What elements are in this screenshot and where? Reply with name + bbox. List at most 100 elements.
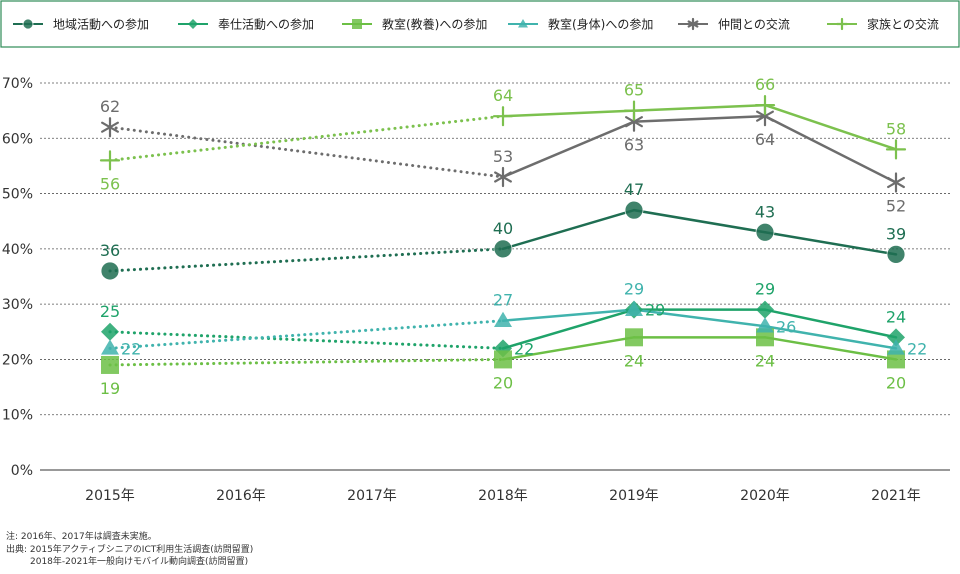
data-label: 39 bbox=[886, 224, 906, 243]
data-point bbox=[756, 328, 774, 347]
series-dotted-segment bbox=[108, 319, 505, 350]
legend-label: 仲間との交流 bbox=[718, 17, 790, 32]
data-point bbox=[100, 261, 120, 281]
legend-marker-stroke bbox=[687, 20, 699, 28]
y-tick-label: 60% bbox=[2, 131, 33, 147]
legend-marker bbox=[188, 19, 198, 29]
legend-label: 教室(身体)への参加 bbox=[548, 17, 653, 32]
y-axis: 0% 10% 20% 30% 40% 50% 60% 70% bbox=[2, 76, 33, 479]
series-dotted-segment bbox=[108, 125, 505, 179]
data-point-stroke bbox=[494, 171, 512, 183]
note-line-3: 2018年-2021年一般向けモバイル動向調査(訪問留置) bbox=[30, 557, 249, 567]
data-point bbox=[887, 328, 905, 347]
data-label: 36 bbox=[100, 241, 120, 260]
data-point-stroke bbox=[625, 116, 643, 128]
data-label: 22 bbox=[514, 339, 534, 358]
data-label: 64 bbox=[755, 130, 775, 149]
legend-label: 家族との交流 bbox=[867, 17, 939, 32]
data-label: 29 bbox=[645, 301, 665, 320]
data-point bbox=[492, 106, 514, 127]
data-point bbox=[754, 95, 776, 116]
legend-label: 地域活動への参加 bbox=[53, 17, 149, 32]
data-point bbox=[101, 322, 119, 341]
y-tick-label: 0% bbox=[11, 463, 33, 479]
data-point-stroke bbox=[101, 121, 119, 133]
source-notes: 注: 2016年、2017年は調査未実施。 出典: 2015年アクティブシニアの… bbox=[6, 531, 253, 569]
legend-marker bbox=[352, 19, 362, 29]
data-point-stroke bbox=[887, 176, 905, 189]
x-tick-label: 2019年 bbox=[609, 488, 659, 504]
series-segment bbox=[501, 109, 636, 118]
x-tick-label: 2020年 bbox=[740, 488, 790, 504]
data-label: 24 bbox=[886, 307, 906, 326]
y-tick-label: 20% bbox=[2, 352, 33, 368]
legend-marker bbox=[22, 18, 34, 30]
data-label: 20 bbox=[493, 373, 513, 392]
data-label: 58 bbox=[886, 119, 906, 138]
data-point bbox=[101, 339, 119, 355]
x-tick-label: 2015年 bbox=[85, 488, 135, 504]
data-label: 53 bbox=[493, 147, 513, 166]
series-segment bbox=[501, 208, 636, 251]
data-label: 62 bbox=[100, 97, 120, 116]
legend-label: 教室(教養)への参加 bbox=[382, 17, 487, 32]
series-segment bbox=[501, 336, 636, 361]
data-label: 29 bbox=[624, 280, 644, 299]
y-tick-label: 30% bbox=[2, 297, 33, 313]
x-tick-label: 2018年 bbox=[478, 488, 528, 504]
data-point bbox=[887, 350, 905, 369]
data-label: 26 bbox=[776, 317, 796, 336]
data-label: 64 bbox=[493, 86, 513, 105]
data-label: 22 bbox=[907, 339, 927, 358]
data-label: 56 bbox=[100, 174, 120, 193]
data-label: 24 bbox=[755, 351, 775, 370]
series-segment bbox=[632, 208, 767, 234]
data-point bbox=[623, 100, 645, 121]
data-point bbox=[101, 117, 119, 138]
data-label: 19 bbox=[100, 379, 120, 398]
data-label: 47 bbox=[624, 180, 644, 199]
data-label: 20 bbox=[886, 373, 906, 392]
series-dotted-segment bbox=[108, 114, 505, 162]
y-tick-label: 10% bbox=[2, 408, 33, 424]
data-label: 66 bbox=[755, 75, 775, 94]
note-line-2: 出典: 2015年アクティブシニアのICT利用生活調査(訪問留置) bbox=[6, 544, 254, 555]
x-tick-label: 2017年 bbox=[347, 488, 397, 504]
x-axis: 2015年 2016年 2017年 2018年 2019年 2020年 2021年 bbox=[85, 488, 921, 504]
legend-marker bbox=[687, 17, 699, 31]
series-dotted-segment bbox=[108, 330, 505, 350]
data-label: 24 bbox=[624, 351, 644, 370]
series-segment bbox=[501, 308, 636, 322]
series-segment bbox=[763, 336, 898, 361]
series-segment bbox=[763, 103, 898, 151]
data-point bbox=[101, 355, 119, 374]
legend: 地域活動への参加 奉仕活動への参加 教室(教養)への参加 教室(身体)への参加 仲間との… bbox=[13, 17, 939, 32]
series-segment bbox=[632, 103, 767, 112]
series-segment bbox=[501, 308, 636, 350]
data-point bbox=[756, 317, 774, 333]
data-point bbox=[624, 200, 644, 220]
data-label: 65 bbox=[624, 81, 644, 100]
series-segment bbox=[763, 325, 898, 350]
data-point bbox=[494, 350, 512, 369]
data-label: 25 bbox=[100, 302, 120, 321]
series-segment bbox=[632, 114, 767, 123]
data-point bbox=[99, 150, 121, 171]
series-lines bbox=[108, 103, 898, 367]
data-label: 52 bbox=[886, 197, 906, 216]
data-label: 29 bbox=[755, 280, 775, 299]
series-segment bbox=[763, 308, 898, 339]
data-point bbox=[625, 328, 643, 347]
note-line-1: 注: 2016年、2017年は調査未実施。 bbox=[6, 532, 157, 542]
legend-marker bbox=[518, 19, 528, 28]
data-point bbox=[494, 311, 512, 328]
data-point bbox=[756, 300, 774, 319]
series-segment bbox=[763, 231, 898, 256]
y-tick-label: 50% bbox=[2, 187, 33, 203]
data-label: 43 bbox=[755, 202, 775, 221]
data-point bbox=[755, 222, 775, 242]
series-markers bbox=[99, 95, 907, 374]
data-point bbox=[887, 172, 905, 193]
data-label: 22 bbox=[121, 339, 141, 358]
